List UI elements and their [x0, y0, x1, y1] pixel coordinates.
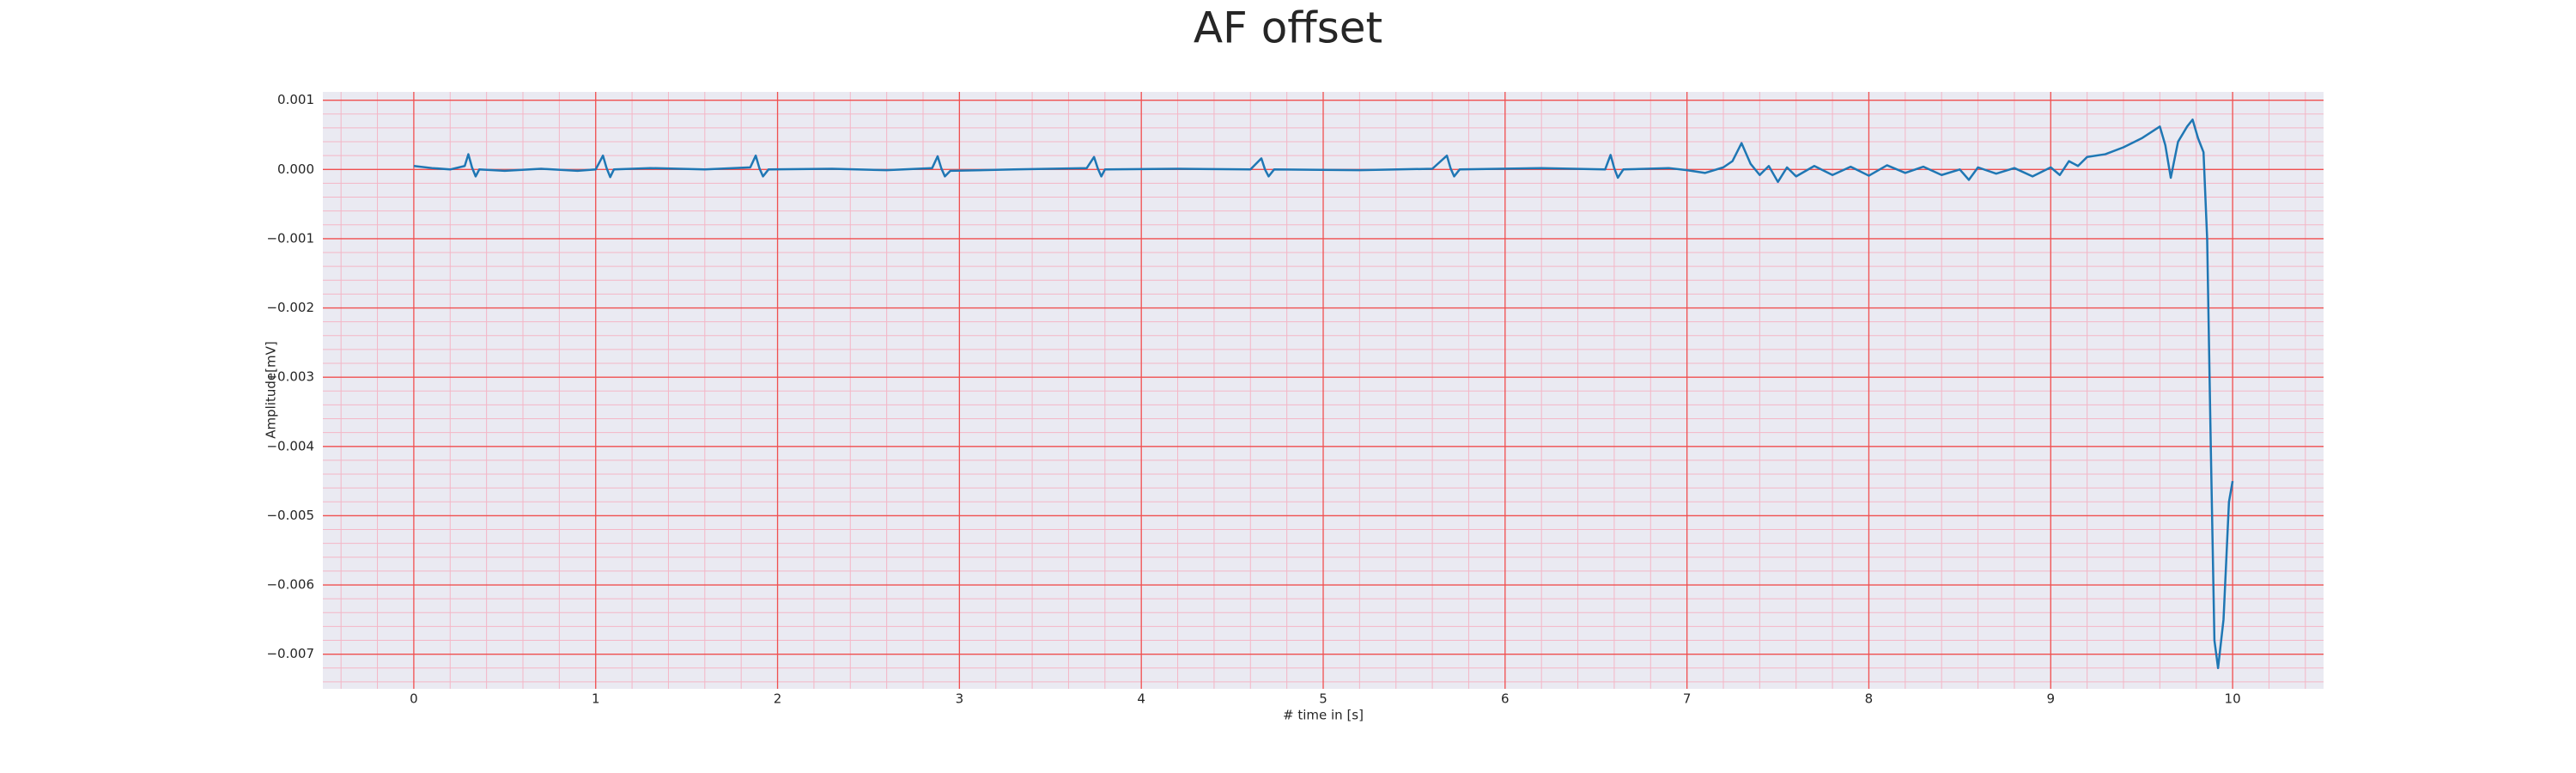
y-tick-label: −0.002	[266, 300, 314, 315]
x-tick-label: 4	[1137, 691, 1145, 707]
y-tick-label: −0.005	[266, 508, 314, 523]
y-tick-label: 0.000	[277, 161, 314, 177]
data-line	[413, 119, 2234, 670]
y-tick-label: −0.004	[266, 438, 314, 453]
x-tick-label: 7	[1683, 691, 1692, 707]
x-tick-label: 10	[2225, 691, 2241, 707]
x-tick-label: 9	[2046, 691, 2055, 707]
x-axis-label: # time in [s]	[1283, 708, 1364, 723]
x-tick-label: 1	[592, 691, 600, 707]
y-tick-label: −0.006	[266, 577, 314, 593]
x-tick-label: 0	[410, 691, 418, 707]
y-tick-label: 0.001	[277, 92, 314, 107]
y-axis-label: Amplitude[mV]	[264, 341, 279, 438]
x-tick-label: 5	[1319, 691, 1327, 707]
x-tick-label: 6	[1501, 691, 1510, 707]
y-tick-label: −0.007	[266, 646, 314, 661]
y-tick-label: −0.003	[266, 369, 314, 385]
x-tick-label: 8	[1865, 691, 1874, 707]
chart-title: AF offset	[1194, 3, 1382, 53]
x-tick-label: 2	[774, 691, 782, 707]
y-tick-label: −0.001	[266, 230, 314, 246]
x-tick-label: 3	[956, 691, 964, 707]
